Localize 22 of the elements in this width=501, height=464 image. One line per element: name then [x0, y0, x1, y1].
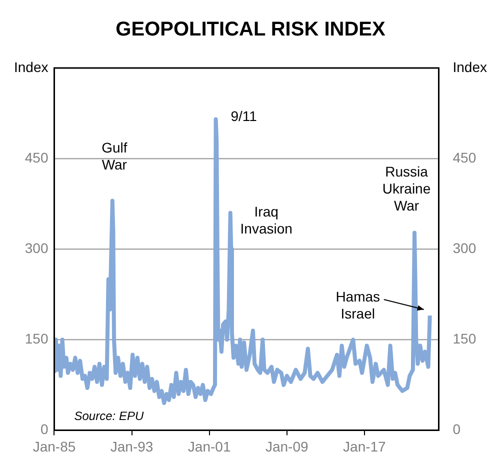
- chart-title: GEOPOLITICAL RISK INDEX: [116, 18, 386, 41]
- y2-tick-label: 450: [452, 149, 476, 166]
- x-tick-label: Jan-09: [265, 438, 309, 454]
- y-tick-label: 450: [24, 149, 48, 166]
- x-tick-label: Jan-01: [188, 438, 231, 454]
- y-tick-label: Index: [14, 58, 48, 75]
- y2-tick-label: 0: [452, 421, 461, 438]
- annotation: Source: EPU: [74, 409, 144, 424]
- y2-tick-label: Index: [452, 58, 487, 75]
- annotation: 9/11: [230, 108, 258, 124]
- x-tick-label: Jan-93: [110, 438, 154, 454]
- annotation: Gulf War: [102, 140, 128, 173]
- annotation: Iraq Invasion: [240, 204, 292, 237]
- y-tick-label: 300: [24, 240, 48, 256]
- y2-tick-label: 150: [452, 330, 476, 347]
- annotation: Hamas Israel: [336, 288, 380, 322]
- y-tick-label: 150: [24, 330, 48, 347]
- annotation: Russia Ukraine War: [382, 164, 431, 214]
- y2-tick-label: 300: [452, 240, 476, 256]
- x-tick-label: Jan-17: [343, 438, 386, 454]
- x-tick-label: Jan-85: [32, 438, 76, 454]
- y-tick-label: 0: [40, 421, 48, 438]
